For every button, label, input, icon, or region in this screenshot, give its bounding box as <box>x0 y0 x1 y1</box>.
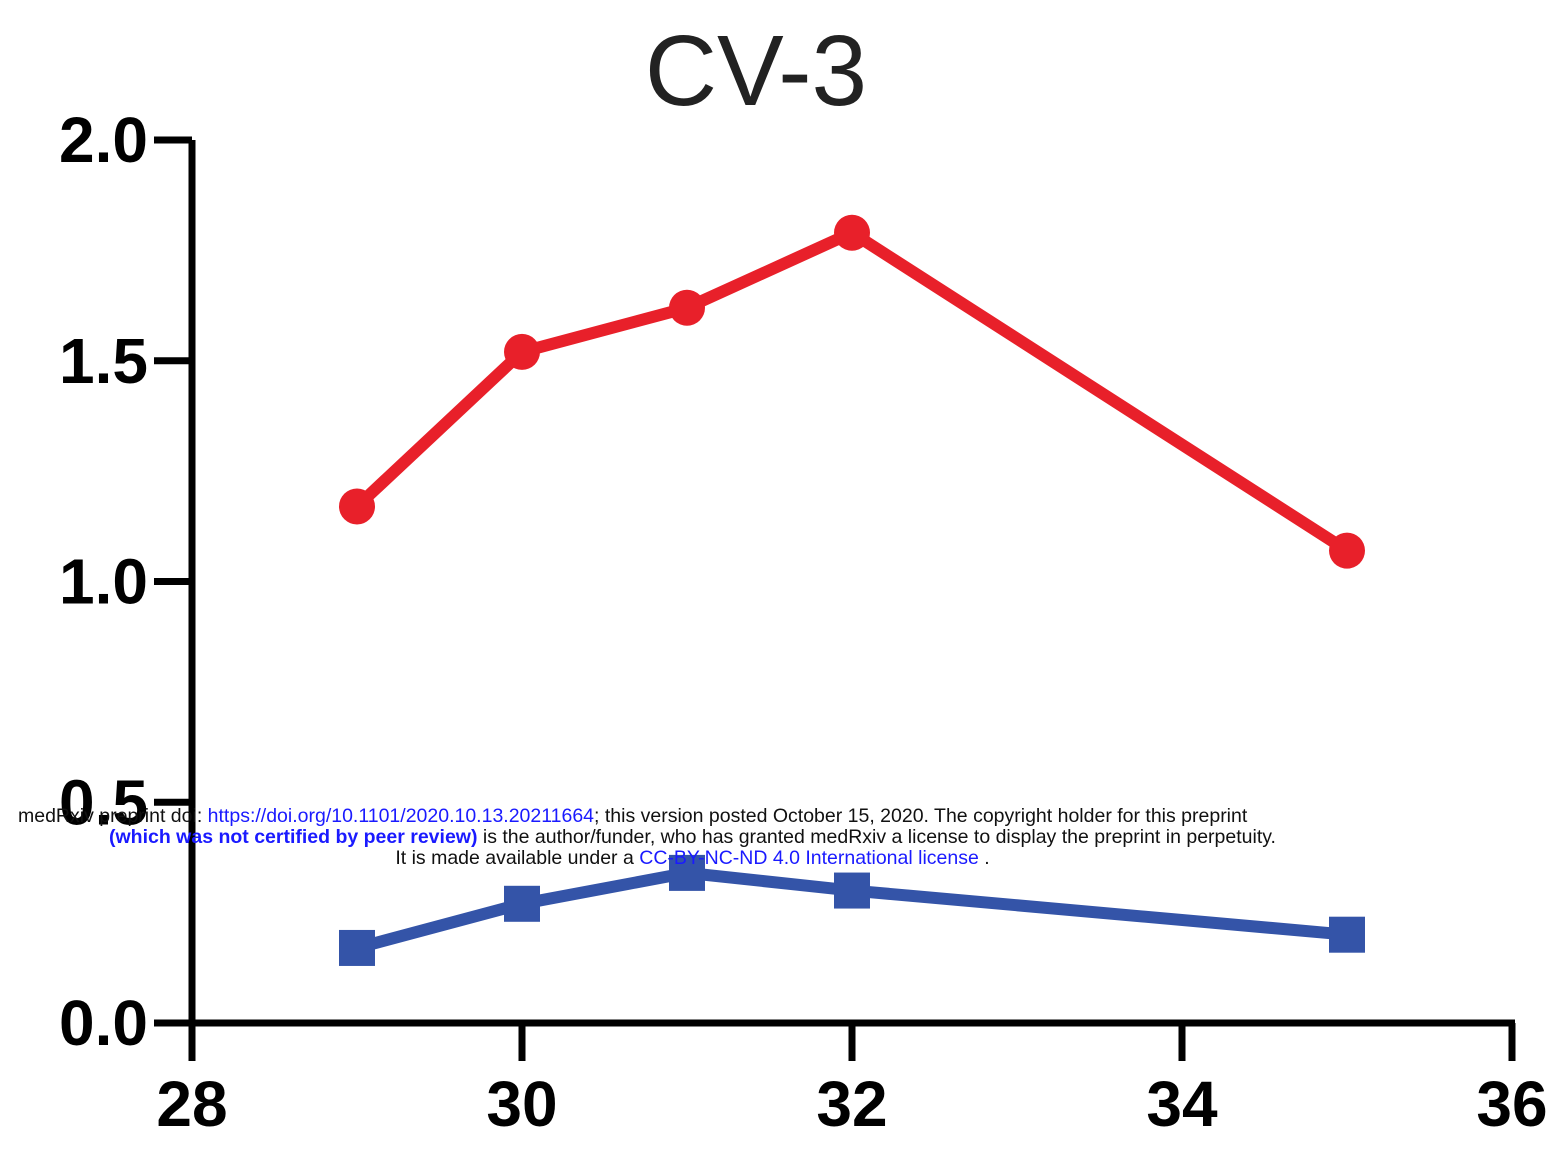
watermark-available-text: It is made available under a <box>395 847 640 869</box>
preprint-watermark: medRxiv preprint doi: https://doi.org/10… <box>0 806 1385 869</box>
x-tick-label: 28 <box>156 1068 227 1140</box>
watermark-doi-prefix: medRxiv preprint doi: <box>18 805 208 827</box>
y-tick-label: 0.0 <box>59 987 148 1059</box>
y-tick-label: 0.5 <box>59 766 148 838</box>
series-2-point <box>669 854 705 891</box>
x-axis-ticks: 28 30 32 34 36 <box>156 1023 1548 1140</box>
y-axis-ticks: 0.0 0.5 1.0 1.5 2.0 <box>59 104 192 1059</box>
series-group <box>339 214 1365 966</box>
watermark-line-2: (which was not certified by peer review)… <box>0 827 1385 848</box>
watermark-not-certified: (which was not certified by peer review) <box>109 826 478 848</box>
series-2 <box>339 854 1365 966</box>
series-2-point <box>504 885 540 922</box>
y-tick-label: 1.0 <box>59 546 148 618</box>
y-tick-label: 1.5 <box>59 325 148 397</box>
series-1 <box>339 214 1365 569</box>
series-1-point <box>504 333 540 370</box>
license-link[interactable]: CC-BY-NC-ND 4.0 International license <box>639 847 979 869</box>
series-1-point <box>834 214 870 251</box>
x-tick-label: 36 <box>1476 1068 1547 1140</box>
y-tick-label: 2.0 <box>59 104 148 176</box>
watermark-line-1: medRxiv preprint doi: https://doi.org/10… <box>0 806 1385 827</box>
series-1-line <box>352 226 1351 556</box>
watermark-posted-text: ; this version posted October 15, 2020. … <box>594 805 1248 827</box>
x-tick-label: 34 <box>1146 1068 1218 1140</box>
x-tick-label: 30 <box>486 1068 557 1140</box>
series-2-point <box>339 929 375 966</box>
series-1-point <box>1329 532 1365 569</box>
series-2-point <box>1329 916 1365 953</box>
series-2-point <box>834 872 870 909</box>
series-1-point <box>339 488 375 525</box>
chart-title: CV-3 <box>645 15 867 127</box>
watermark-license-text: is the author/funder, who has granted me… <box>477 826 1276 848</box>
doi-link[interactable]: https://doi.org/10.1101/2020.10.13.20211… <box>207 805 595 827</box>
watermark-period: . <box>978 847 990 869</box>
x-tick-label: 32 <box>816 1068 887 1140</box>
watermark-line-3: It is made available under a CC-BY-NC-ND… <box>0 848 1385 869</box>
series-1-point <box>669 289 705 326</box>
